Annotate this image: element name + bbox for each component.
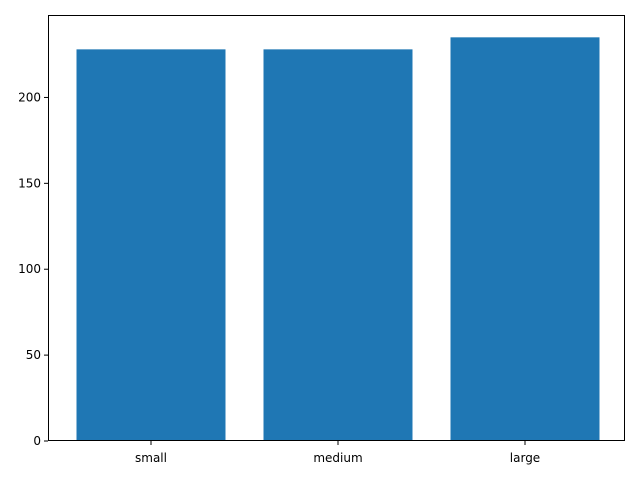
- bar-small: [76, 49, 226, 442]
- y-tick-label: 100: [18, 262, 41, 276]
- bar-large: [450, 37, 600, 441]
- y-tick-label: 150: [18, 176, 41, 190]
- x-tick-label: medium: [313, 451, 362, 465]
- y-tick-label: 0: [33, 434, 41, 448]
- x-tick-label: large: [510, 451, 540, 465]
- x-axis: small medium large: [135, 441, 540, 465]
- bar-medium: [263, 49, 413, 442]
- plot-frame: [48, 15, 625, 441]
- y-tick-label: 200: [18, 90, 41, 104]
- bars-group: [76, 37, 600, 442]
- x-tick-label: small: [135, 451, 167, 465]
- y-tick-label: 50: [26, 348, 41, 362]
- y-axis: 0 50 100 150 200: [18, 90, 48, 448]
